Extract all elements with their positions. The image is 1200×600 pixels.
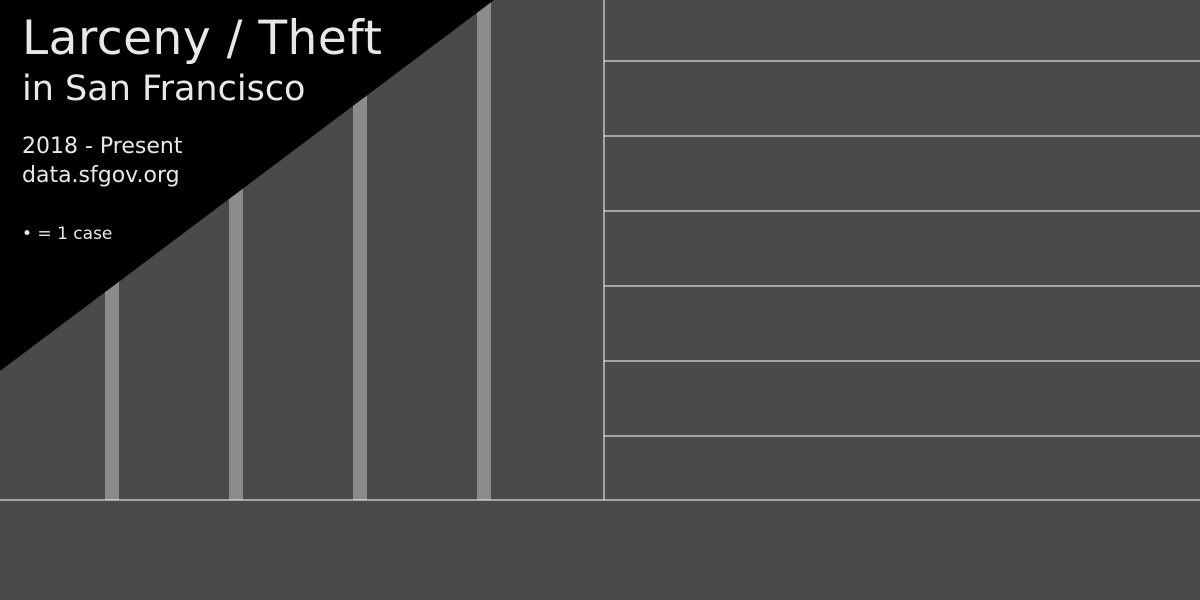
date-range-label: 2018 - Present (22, 134, 183, 159)
grid-layer (0, 0, 1200, 501)
bar-4 (477, 0, 491, 500)
bar-3 (353, 0, 367, 500)
chart-title: Larceny / Theft (22, 11, 383, 66)
chart-subtitle: in San Francisco (22, 69, 306, 109)
legend-label: • = 1 case (22, 224, 113, 244)
title-panel (0, 0, 494, 371)
title-block: Larceny / Theft in San Francisco 2018 - … (22, 10, 382, 245)
source-label: data.sfgov.org (22, 163, 180, 188)
